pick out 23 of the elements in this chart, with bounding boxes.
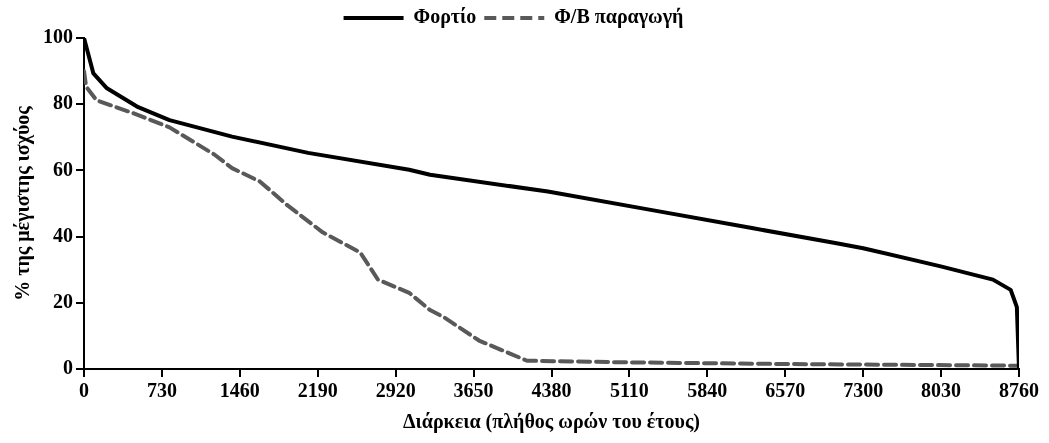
x-tick-label: 4380	[531, 379, 572, 402]
x-tick-label: 0	[79, 379, 89, 402]
x-tick-label: 2190	[297, 379, 338, 402]
x-tick-label: 2920	[375, 379, 416, 402]
x-tick-label: 5110	[609, 379, 649, 402]
y-tick-label: 80	[53, 91, 73, 114]
x-tick-label: 6570	[765, 379, 806, 402]
x-tick-label: 730	[146, 379, 177, 402]
y-tick-label: 20	[53, 289, 73, 312]
x-tick-label: 5840	[687, 379, 728, 402]
legend-label: Φορτίο	[413, 5, 477, 29]
legend-label: Φ/Β παραγωγή	[554, 5, 684, 29]
y-tick-label: 40	[53, 223, 73, 246]
x-tick-label: 1460	[219, 379, 260, 402]
y-tick-label: 60	[53, 157, 73, 180]
x-tick-label: 8030	[921, 379, 962, 402]
x-tick-label: 3650	[453, 379, 494, 402]
y-tick-label: 100	[43, 25, 73, 48]
x-axis-title: Διάρκεια (πλήθος ωρών του έτους)	[402, 410, 701, 434]
x-tick-label: 8760	[999, 379, 1039, 402]
y-tick-label: 0	[63, 356, 73, 379]
x-tick-label: 7300	[843, 379, 884, 402]
y-axis-title: % της μέγιστης ισχύος	[11, 105, 35, 301]
